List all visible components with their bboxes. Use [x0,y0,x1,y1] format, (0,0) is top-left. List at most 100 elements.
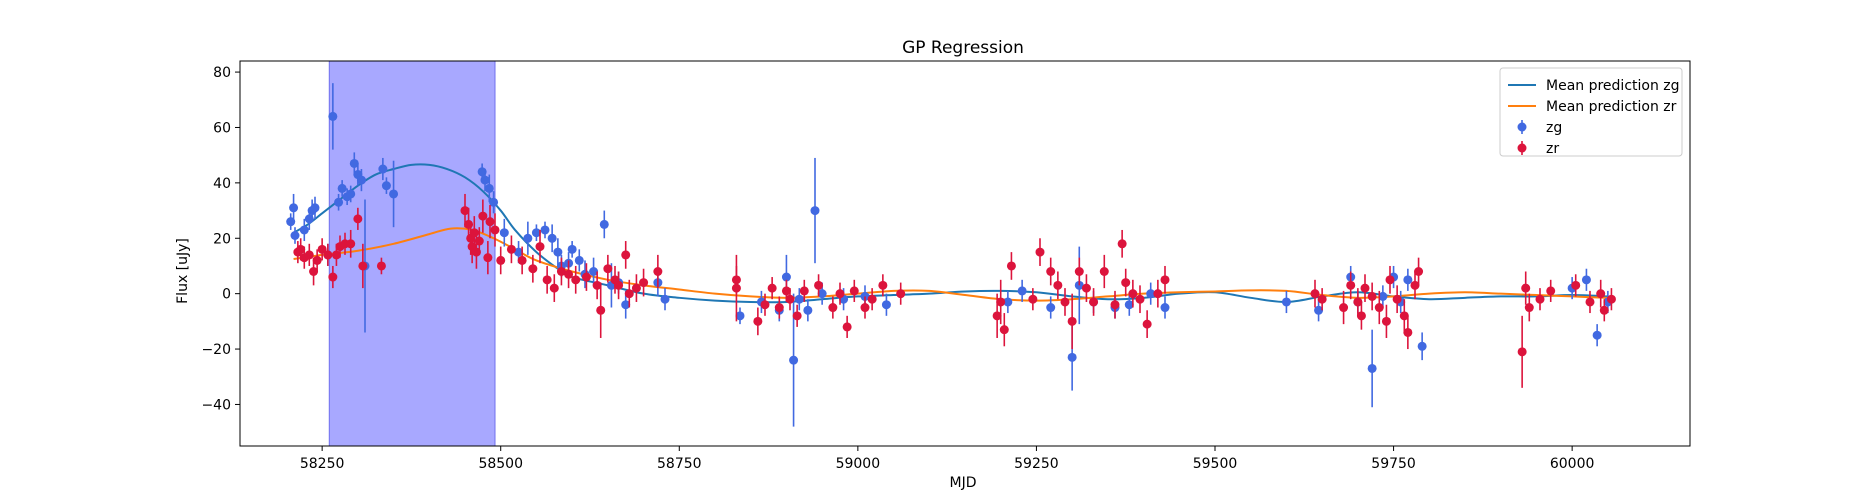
data-point-zr [328,272,338,282]
data-point-zr [542,275,552,285]
x-tick-label: 59750 [1371,456,1416,472]
data-point-zr [1089,297,1099,307]
data-point-zr [496,255,506,265]
data-point-zr [1385,275,1395,285]
chart-title: GP Regression [902,38,1024,58]
data-point-zg [499,228,509,238]
data-point-zg [310,203,320,213]
data-point-zr [1374,303,1384,313]
data-point-zr [490,225,500,235]
data-point-zr [653,267,663,277]
data-point-zr [478,211,488,221]
data-point-zg [389,189,399,199]
x-tick-label: 59250 [1014,456,1059,472]
data-point-zr [1310,289,1320,299]
data-point-zr [596,305,606,315]
data-point-zr [849,286,859,296]
data-point-zr [564,269,574,279]
data-point-zr [376,261,386,271]
y-tick-label: 80 [213,65,231,81]
plot-area: 58250 58500 58750 59000 59250 59500 59750 60000… [201,60,1691,472]
data-point-zr [309,267,319,277]
data-point-zr [323,250,333,260]
data-point-zr [506,244,516,254]
data-point-zg [553,247,563,257]
data-point-zr [996,297,1006,307]
data-point-zr [581,272,591,282]
data-point-zr [1006,261,1016,271]
data-point-zr [317,244,327,254]
data-point-zr [1596,289,1606,299]
x-axis-label: MJD [950,475,977,491]
y-tick-label: −40 [201,397,231,413]
data-point-zg [299,225,309,235]
data-point-zr [517,255,527,265]
y-tick-label: 60 [213,120,231,136]
data-point-zr [1392,294,1402,304]
data-point-zg [803,305,813,315]
data-point-zg [1314,305,1324,315]
data-point-zg [1581,275,1591,285]
data-point-zg [484,183,494,193]
data-point-zr [792,311,802,321]
legend-box [1499,67,1683,157]
data-point-zr [621,250,631,260]
data-point-zg [337,183,347,193]
data-point-zr [1585,297,1595,307]
data-point-zg [1017,286,1027,296]
data-point-zr [1367,291,1377,301]
data-point-zr [1160,275,1170,285]
data-point-zr [1142,319,1152,329]
x-tick-label: 60000 [1550,456,1595,472]
data-point-zr [785,294,795,304]
data-point-zr [1110,300,1120,310]
shaded-region [328,60,496,447]
data-point-zr [353,214,363,224]
data-point-zr [1414,267,1424,277]
data-point-zr [1035,247,1045,257]
data-point-zg [328,111,338,121]
data-point-zr [631,283,641,293]
y-tick-label: −20 [201,342,231,358]
data-point-zr [1410,280,1420,290]
data-point-zg [1046,303,1056,313]
data-point-zg [567,244,577,254]
data-point-zr [1099,267,1109,277]
x-tick-label: 59000 [836,456,881,472]
data-point-zr [304,250,314,260]
data-point-zg [540,225,550,235]
data-point-zr [835,289,845,299]
data-point-zg [1003,297,1013,307]
data-point-zr [1521,283,1531,293]
series-zr [293,193,1616,388]
data-point-zr [842,322,852,332]
data-point-zr [774,303,784,313]
data-point-zr [760,300,770,310]
data-point-zr [878,280,888,290]
data-point-zg [781,272,791,282]
legend: Mean prediction zg Mean prediction zr zg zr [1499,67,1683,157]
data-point-zg [794,294,804,304]
data-point-zg [599,219,609,229]
data-point-zg [378,164,388,174]
data-point-zr [814,280,824,290]
data-point-zr [483,253,493,263]
data-point-zr [999,325,1009,335]
data-point-zr [1381,316,1391,326]
data-point-zg [574,255,584,265]
data-point-zr [1356,311,1366,321]
data-point-zg [381,181,391,191]
data-point-zr [1599,305,1609,315]
data-point-zr [331,250,341,260]
data-point-zr [571,275,581,285]
data-point-zr [614,280,624,290]
data-point-zr [1571,280,1581,290]
data-point-zg [1417,341,1427,351]
data-point-zr [1046,267,1056,277]
data-point-zr [1153,289,1163,299]
data-point-zr [1128,289,1138,299]
data-point-zr [1028,294,1038,304]
data-point-zr [1081,283,1091,293]
data-point-zr [469,228,479,238]
